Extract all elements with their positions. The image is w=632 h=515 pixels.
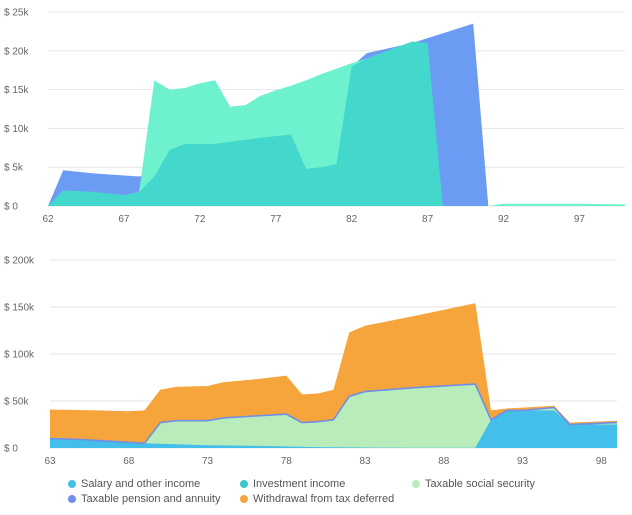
lower-chart-x-tick-label: 78 [281,456,293,467]
lower-social-security-area [50,384,617,448]
lower-chart-x-tick-label: 83 [359,456,371,467]
legend-dot-withdrawal [240,495,248,503]
legend-dot-social-security [412,480,420,488]
legend-dot-salary [68,480,76,488]
legend-item-social-security[interactable]: Taxable social security [412,478,588,490]
lower-pension-line [49,383,618,445]
lower-chart-y-tick-label: $ 200k [4,256,35,267]
legend-item-salary[interactable]: Salary and other income [68,478,240,490]
legend-item-investment[interactable]: Investment income [240,478,412,490]
lower-chart-y-tick-label: $ 150k [4,303,35,314]
upper-chart-y-tick-label: $ 20k [4,46,29,57]
lower-chart-x-tick-label: 93 [517,456,529,467]
upper-chart-y-tick-label: $ 0 [4,202,18,213]
lower-chart-y-tick-label: $ 50k [4,397,29,408]
legend-dot-investment [240,480,248,488]
lower-chart-y-tick-label: $ 0 [4,444,18,455]
upper-chart-x-tick-label: 87 [422,214,434,225]
upper-chart-x-tick-label: 82 [346,214,358,225]
upper-chart-x-tick-label: 62 [42,214,54,225]
lower-chart-x-tick-label: 88 [438,456,450,467]
legend-label-pension: Taxable pension and annuity [81,493,221,505]
upper-chart-x-tick-label: 67 [118,214,130,225]
lower-chart-x-tick-label: 68 [123,456,135,467]
lower-stacked-area-chart: $ 0 $ 50k $ 100k $ 150k $ 200k 63 68 73 78 83 88 93… [4,256,618,467]
upper-chart-y-tick-label: $ 15k [4,85,29,96]
lower-chart-x-tick-label: 63 [44,456,56,467]
upper-investment-area [48,41,625,206]
upper-chart-x-tick-label: 92 [498,214,510,225]
legend-label-salary: Salary and other income [81,478,201,490]
upper-chart-x-tick-label: 72 [194,214,206,225]
upper-chart-y-tick-label: $ 25k [4,8,29,19]
legend-item-pension[interactable]: Taxable pension and annuity [68,493,240,505]
upper-chart-y-tick-label: $ 5k [4,163,24,174]
legend-label-investment: Investment income [253,478,346,490]
legend-label-withdrawal: Withdrawal from tax deferred [253,493,395,505]
upper-chart-y-tick-label: $ 10k [4,124,29,135]
upper-area-chart: $ 0 $ 5k $ 10k $ 15k $ 20k $ 25k 62 67 72 77 82 87 9… [4,8,625,225]
legend-dot-pension [68,495,76,503]
upper-chart-x-tick-label: 77 [270,214,282,225]
legend-label-social-security: Taxable social security [425,478,536,490]
chart-legend: Salary and other income Investment incom… [68,478,588,505]
lower-investment-area [50,410,617,448]
lower-chart-x-tick-label: 73 [202,456,214,467]
legend-item-withdrawal[interactable]: Withdrawal from tax deferred [240,493,412,505]
lower-chart-x-tick-label: 98 [596,456,608,467]
upper-chart-x-tick-label: 97 [574,214,586,225]
lower-chart-y-tick-label: $ 100k [4,350,35,361]
